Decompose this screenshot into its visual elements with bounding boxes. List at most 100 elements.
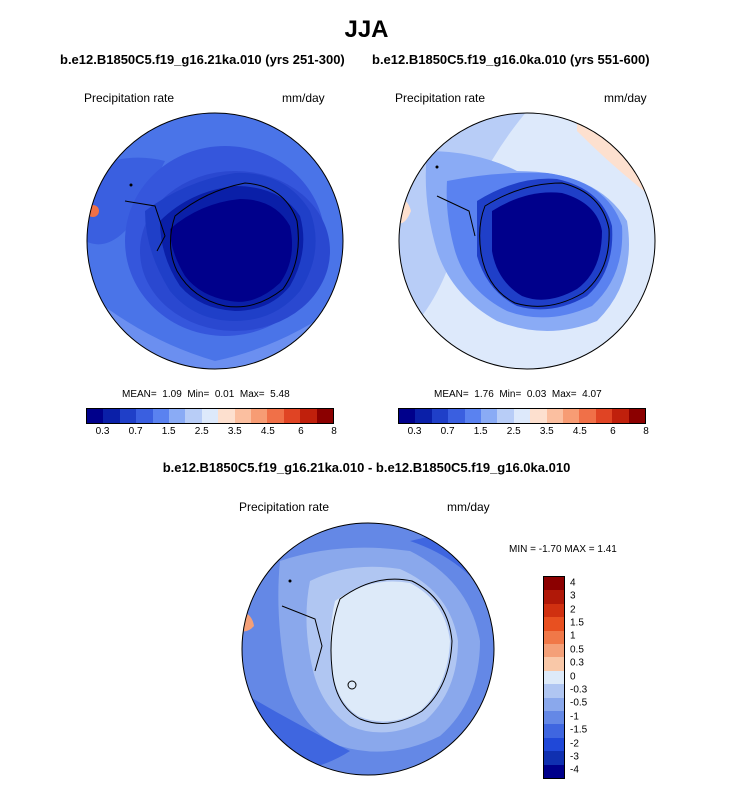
panel1-colorbar-cell xyxy=(267,409,284,423)
difference-colorbar-tick-label: 3 xyxy=(570,590,576,602)
panel2-colorbar-tick-label: 4.5 xyxy=(572,426,587,437)
difference-colorbar-cell xyxy=(544,724,564,738)
panel1-colorbar-cell xyxy=(103,409,120,423)
panel1-min-label: Min= xyxy=(187,389,210,400)
panel2-colorbar-cell xyxy=(431,409,449,423)
panel1-colorbar-cell xyxy=(251,409,268,423)
panel1-colorbar-cell xyxy=(218,409,235,423)
difference-colorbar-cell xyxy=(544,617,564,631)
panel1-colorbar-cell xyxy=(300,409,317,423)
panel1-colorbar-tick-label: 1.5 xyxy=(161,426,176,437)
panel1-case-title: b.e12.B1850C5.f19_g16.21ka.010 (yrs 251-… xyxy=(60,52,345,67)
panel1-colorbar-cell xyxy=(87,409,104,423)
panel3-min-value: -1.70 xyxy=(538,544,562,555)
panel1-colorbar-tick-label: 6 xyxy=(298,426,304,437)
difference-colorbar-cell xyxy=(544,697,564,712)
panel2-stats: MEAN= 1.76 Min= 0.03 Max= 4.07 xyxy=(434,389,602,400)
difference-colorbar-tick-label: -0.5 xyxy=(570,697,588,709)
panel2-variable-label: Precipitation rate xyxy=(395,91,486,105)
difference-colorbar-tick-label: -4 xyxy=(570,764,579,776)
panel1-polar-map xyxy=(86,112,344,370)
panel2-colorbar-tick-label: 3.5 xyxy=(539,426,554,437)
panel3-units-label: mm/day xyxy=(447,500,490,514)
difference-colorbar-tick-label: -0.3 xyxy=(570,684,588,696)
panel1-colorbar-cell xyxy=(201,409,219,423)
difference-colorbar-tick-label: 0.3 xyxy=(570,657,584,669)
difference-colorbar xyxy=(543,576,565,779)
panel1-units-label: mm/day xyxy=(282,91,325,105)
panel2-colorbar-cell xyxy=(513,409,531,423)
panel2-colorbar-cell xyxy=(497,409,514,423)
difference-colorbar-tick-label: 1.5 xyxy=(570,617,584,629)
difference-colorbar-tick-label: -3 xyxy=(570,751,579,763)
panel2-mean-value: 1.76 xyxy=(474,389,494,400)
panel3-difference-map xyxy=(241,522,495,776)
difference-colorbar-tick-label: 0.5 xyxy=(570,644,584,656)
difference-colorbar-tick-label: -2 xyxy=(570,738,579,749)
panel2-colorbar-tick-label: 6 xyxy=(610,426,616,437)
difference-title: b.e12.B1850C5.f19_g16.21ka.010 - b.e12.B… xyxy=(162,460,571,475)
panel2-colorbar-cell xyxy=(595,409,613,423)
difference-colorbar-cell xyxy=(544,630,564,645)
panel2-colorbar xyxy=(398,408,646,424)
panel2-colorbar-tick-label: 0.3 xyxy=(407,426,422,437)
panel1-colorbar-cell xyxy=(234,409,252,423)
panel1-colorbar-ticks: 0.3 0.7 1.5 2.5 3.5 4.5 6 8 xyxy=(86,426,337,440)
panel1-stats: MEAN= 1.09 Min= 0.01 Max= 5.48 xyxy=(122,389,290,400)
panel1-colorbar-tick-label: 0.7 xyxy=(128,426,143,437)
panel2-units-label: mm/day xyxy=(604,91,647,105)
difference-colorbar-ticks: 4 3 2 1.5 1 0.5 0.3 0 -0.3 -0.5 -1 -1.5 -2 -3 -4 xyxy=(570,576,610,777)
panel1-colorbar-tick-label: 2.5 xyxy=(194,426,209,437)
panel2-mean-label: MEAN= xyxy=(434,389,469,400)
panel2-colorbar-tick-label: 1.5 xyxy=(473,426,488,437)
panel2-min-label: Min= xyxy=(499,389,522,400)
difference-colorbar-tick-label: -1 xyxy=(570,711,579,723)
panel1-max-label: Max= xyxy=(239,389,265,400)
difference-colorbar-cell xyxy=(544,684,564,698)
difference-colorbar-cell xyxy=(544,603,564,618)
panel3-min-label: MIN = xyxy=(509,544,536,555)
panel3-max-label: MAX = xyxy=(564,544,595,555)
panel1-mean-label: MEAN= xyxy=(122,389,157,400)
difference-colorbar-cell xyxy=(544,577,564,591)
panel1-colorbar-cell xyxy=(152,409,170,423)
difference-colorbar-tick-label: 1 xyxy=(570,630,576,642)
panel2-case-title: b.e12.B1850C5.f19_g16.0ka.010 (yrs 551-6… xyxy=(372,52,650,67)
panel1-colorbar-tick-label: 8 xyxy=(331,426,337,437)
panel3-variable-label: Precipitation rate xyxy=(239,500,330,514)
panel1-max-value: 5.48 xyxy=(270,389,290,400)
panel1-mean-value: 1.09 xyxy=(162,389,182,400)
panel2-max-label: Max= xyxy=(551,389,577,400)
panel2-colorbar-tick-label: 8 xyxy=(643,426,649,437)
difference-colorbar-cell xyxy=(544,764,564,779)
panel2-colorbar-cell xyxy=(464,409,482,423)
difference-colorbar-tick-label: 2 xyxy=(570,604,576,615)
panel1-colorbar-cell xyxy=(136,409,153,423)
difference-colorbar-cell xyxy=(544,644,564,658)
panel2-colorbar-cell xyxy=(481,409,498,423)
panel2-colorbar-cell xyxy=(546,409,564,423)
panel1-colorbar-cell xyxy=(316,409,334,423)
panel1-colorbar-cell xyxy=(119,409,137,423)
panel2-colorbar-cell xyxy=(563,409,580,423)
panel1-colorbar-cell xyxy=(185,409,202,423)
panel2-colorbar-cell xyxy=(579,409,596,423)
panel1-variable-label: Precipitation rate xyxy=(84,91,175,105)
difference-colorbar-tick-label: 4 xyxy=(570,577,576,589)
panel1-colorbar-tick-label: 0.3 xyxy=(95,426,110,437)
panel2-colorbar-cell xyxy=(628,409,646,423)
panel2-colorbar-cell xyxy=(448,409,465,423)
difference-colorbar-cell xyxy=(544,590,564,604)
panel2-colorbar-cell xyxy=(415,409,432,423)
panel2-min-value: 0.03 xyxy=(526,389,547,400)
difference-colorbar-cell xyxy=(544,670,564,685)
panel2-colorbar-cell xyxy=(530,409,547,423)
difference-colorbar-tick-label: -1.5 xyxy=(570,724,588,736)
panel1-min-value: 0.01 xyxy=(214,389,235,400)
difference-colorbar-tick-label: 0 xyxy=(570,671,576,682)
panel2-colorbar-ticks: 0.3 0.7 1.5 2.5 3.5 4.5 6 8 xyxy=(398,426,649,440)
difference-colorbar-cell xyxy=(544,711,564,725)
panel3-stats: MIN = -1.70 MAX = 1.41 xyxy=(509,544,617,555)
panel2-colorbar-tick-label: 2.5 xyxy=(506,426,521,437)
panel2-colorbar-cell xyxy=(612,409,629,423)
